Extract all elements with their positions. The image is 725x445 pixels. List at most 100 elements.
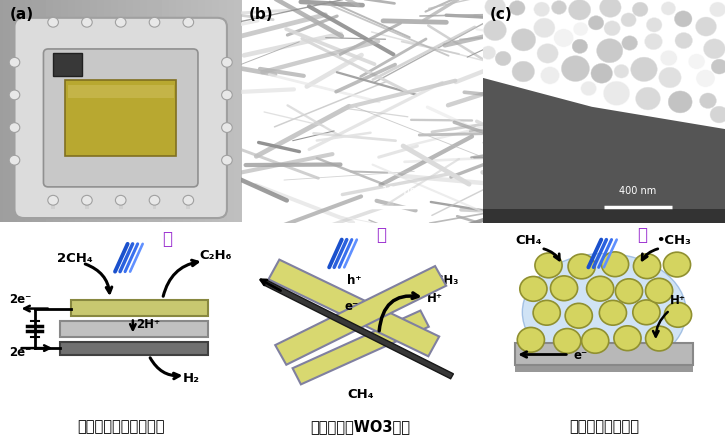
Circle shape	[222, 57, 232, 67]
Circle shape	[520, 276, 547, 301]
Text: (c): (c)	[490, 7, 513, 22]
Circle shape	[711, 59, 725, 74]
Bar	[152, 200, 157, 209]
Circle shape	[149, 195, 160, 205]
Circle shape	[517, 328, 544, 352]
Circle shape	[646, 18, 662, 32]
Text: 2H⁺: 2H⁺	[136, 318, 160, 331]
Text: H⁺: H⁺	[427, 291, 443, 304]
Text: (b): (b)	[249, 7, 273, 22]
Circle shape	[659, 67, 681, 88]
Circle shape	[688, 54, 705, 69]
Circle shape	[568, 254, 595, 279]
Circle shape	[675, 32, 692, 49]
Circle shape	[700, 93, 716, 109]
Circle shape	[552, 0, 566, 14]
Bar	[51, 18, 55, 27]
Circle shape	[591, 64, 613, 83]
Text: 2CH₄: 2CH₄	[57, 252, 94, 265]
Bar	[119, 200, 123, 209]
Circle shape	[668, 91, 692, 113]
Bar	[51, 200, 55, 209]
Circle shape	[603, 81, 630, 105]
Circle shape	[703, 39, 725, 59]
Text: C₂H₆: C₂H₆	[199, 249, 231, 262]
Circle shape	[660, 50, 677, 66]
Circle shape	[533, 300, 560, 325]
Bar	[515, 343, 693, 364]
Circle shape	[621, 13, 636, 27]
Circle shape	[534, 2, 550, 16]
Polygon shape	[268, 259, 439, 356]
Circle shape	[664, 303, 692, 327]
Circle shape	[509, 1, 525, 15]
Circle shape	[537, 44, 558, 63]
Circle shape	[183, 195, 194, 205]
Polygon shape	[276, 266, 446, 365]
Circle shape	[636, 87, 660, 110]
Circle shape	[645, 278, 673, 303]
Circle shape	[597, 39, 623, 63]
Text: (a): (a)	[9, 7, 34, 22]
Text: h⁺: h⁺	[347, 275, 362, 287]
Circle shape	[561, 56, 589, 81]
Circle shape	[541, 67, 560, 84]
Text: e⁻: e⁻	[574, 349, 588, 362]
Circle shape	[645, 33, 663, 50]
Circle shape	[602, 252, 629, 277]
Circle shape	[710, 2, 725, 17]
Circle shape	[633, 300, 660, 325]
Text: 100 μm: 100 μm	[382, 186, 419, 196]
Circle shape	[512, 61, 534, 82]
Polygon shape	[293, 311, 428, 384]
Circle shape	[600, 300, 626, 325]
Circle shape	[663, 252, 691, 277]
FancyBboxPatch shape	[44, 49, 198, 187]
Circle shape	[149, 17, 160, 27]
Bar	[59, 321, 208, 337]
Circle shape	[566, 303, 592, 328]
Bar	[65, 80, 176, 156]
FancyBboxPatch shape	[14, 18, 227, 218]
Text: e⁻: e⁻	[344, 300, 359, 313]
Circle shape	[48, 17, 59, 27]
Bar	[119, 18, 123, 27]
Bar	[152, 18, 157, 27]
Circle shape	[222, 90, 232, 100]
Circle shape	[616, 279, 642, 303]
Circle shape	[550, 276, 578, 301]
Circle shape	[222, 155, 232, 165]
Ellipse shape	[522, 254, 687, 371]
Circle shape	[554, 328, 581, 353]
Circle shape	[581, 81, 597, 96]
Circle shape	[622, 36, 637, 50]
Circle shape	[554, 29, 573, 47]
Circle shape	[634, 254, 660, 279]
Text: 2e⁻: 2e⁻	[9, 293, 32, 306]
Text: CH₄: CH₄	[347, 388, 374, 400]
Circle shape	[710, 106, 725, 123]
Circle shape	[9, 90, 20, 100]
Circle shape	[495, 51, 511, 66]
Bar	[85, 18, 89, 27]
Text: 气体扩散性WO3电极: 气体扩散性WO3电极	[311, 419, 410, 434]
Circle shape	[9, 155, 20, 165]
Circle shape	[484, 20, 506, 40]
Bar	[53, 53, 82, 76]
Circle shape	[614, 65, 629, 78]
Text: 光: 光	[376, 226, 386, 244]
Bar	[515, 364, 693, 372]
Bar	[67, 85, 174, 98]
Circle shape	[614, 326, 641, 351]
Bar	[71, 300, 208, 316]
Text: •CH₃: •CH₃	[427, 275, 458, 287]
Circle shape	[485, 0, 505, 16]
Circle shape	[631, 57, 658, 81]
Circle shape	[48, 195, 59, 205]
Circle shape	[568, 0, 591, 20]
Circle shape	[511, 29, 536, 51]
Text: 光电化学三相界面: 光电化学三相界面	[569, 419, 639, 434]
Bar	[186, 200, 190, 209]
Text: H₂: H₂	[183, 372, 200, 384]
Text: 光: 光	[637, 226, 647, 244]
